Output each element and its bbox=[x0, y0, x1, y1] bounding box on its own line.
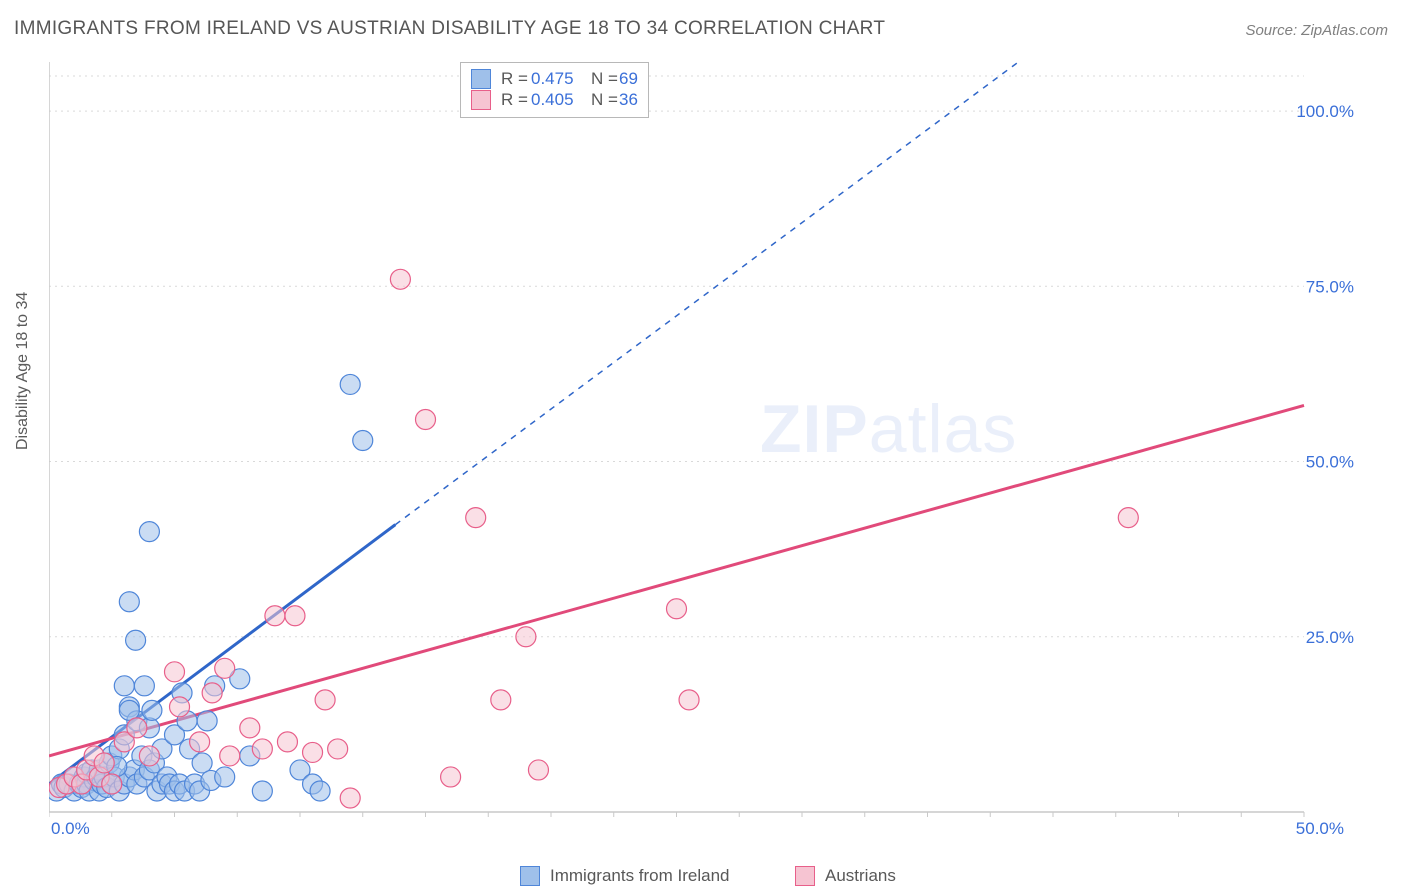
correlation-legend: R =0.475 N =69 R =0.405 N =36 bbox=[460, 62, 649, 118]
legend-series-1: Immigrants from Ireland bbox=[520, 866, 730, 886]
plot-svg: 25.0% 50.0% 75.0% 100.0% 0.0% 50.0% bbox=[49, 62, 1359, 837]
legend-series-2: Austrians bbox=[795, 866, 896, 886]
chart-title: IMMIGRANTS FROM IRELAND VS AUSTRIAN DISA… bbox=[14, 18, 885, 40]
legend-label-1: Immigrants from Ireland bbox=[550, 866, 730, 886]
svg-text:50.0%: 50.0% bbox=[1306, 453, 1354, 472]
svg-text:50.0%: 50.0% bbox=[1296, 819, 1344, 837]
source-attribution: Source: ZipAtlas.com bbox=[1245, 22, 1388, 39]
y-axis-label: Disability Age 18 to 34 bbox=[14, 292, 32, 450]
legend-label-2: Austrians bbox=[825, 866, 896, 886]
svg-text:0.0%: 0.0% bbox=[51, 819, 90, 837]
legend-swatch-1 bbox=[520, 866, 540, 886]
scatter-plot: 25.0% 50.0% 75.0% 100.0% 0.0% 50.0% bbox=[49, 62, 1359, 837]
svg-text:25.0%: 25.0% bbox=[1306, 628, 1354, 647]
svg-text:75.0%: 75.0% bbox=[1306, 277, 1354, 296]
legend-swatch-2 bbox=[795, 866, 815, 886]
svg-text:100.0%: 100.0% bbox=[1296, 102, 1354, 121]
